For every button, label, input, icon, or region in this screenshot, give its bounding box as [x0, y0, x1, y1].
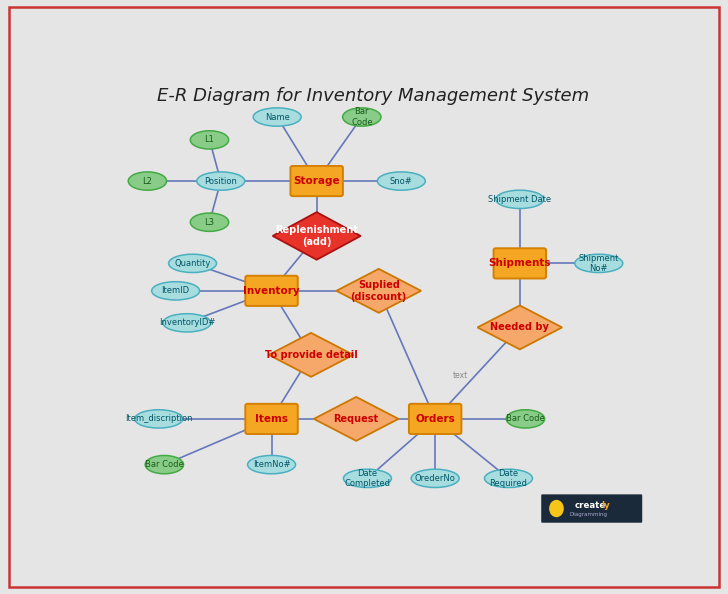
Ellipse shape — [151, 282, 199, 300]
Text: L1: L1 — [205, 135, 215, 144]
Text: Date
Completed: Date Completed — [344, 469, 390, 488]
Polygon shape — [273, 212, 360, 260]
Text: Needed by: Needed by — [491, 323, 549, 333]
Text: create: create — [575, 501, 606, 510]
FancyBboxPatch shape — [409, 404, 462, 434]
Text: Quantity: Quantity — [175, 259, 210, 268]
FancyBboxPatch shape — [245, 276, 298, 306]
Text: InventoryID#: InventoryID# — [159, 318, 215, 327]
Ellipse shape — [344, 469, 392, 488]
Text: To provide detail: To provide detail — [265, 350, 357, 360]
Ellipse shape — [197, 172, 245, 190]
Text: Suplied
(discount): Suplied (discount) — [351, 280, 407, 302]
Text: Replenishment
(add): Replenishment (add) — [275, 225, 358, 247]
FancyBboxPatch shape — [245, 404, 298, 434]
Text: Storage: Storage — [293, 176, 340, 186]
Text: Item_discription: Item_discription — [125, 415, 192, 424]
Polygon shape — [478, 305, 562, 349]
Text: Bar
Code: Bar Code — [351, 108, 373, 127]
Text: Items: Items — [255, 414, 288, 424]
Text: ItemNo#: ItemNo# — [253, 460, 290, 469]
Text: Bar Code: Bar Code — [506, 415, 545, 424]
Ellipse shape — [145, 456, 183, 474]
Text: Name: Name — [265, 112, 290, 122]
Ellipse shape — [575, 254, 622, 273]
Text: text: text — [453, 371, 468, 380]
Text: Request: Request — [333, 414, 379, 424]
Ellipse shape — [163, 314, 211, 332]
Polygon shape — [336, 269, 421, 313]
Ellipse shape — [496, 190, 544, 208]
Ellipse shape — [169, 254, 216, 273]
FancyBboxPatch shape — [541, 494, 642, 523]
Text: Bar Code: Bar Code — [145, 460, 183, 469]
Ellipse shape — [253, 108, 301, 126]
Text: ItemID: ItemID — [162, 286, 190, 295]
Polygon shape — [314, 397, 398, 441]
Ellipse shape — [190, 131, 229, 149]
Ellipse shape — [128, 172, 167, 190]
Text: Sno#: Sno# — [390, 176, 413, 185]
Text: E-R Diagram for Inventory Management System: E-R Diagram for Inventory Management Sys… — [157, 87, 589, 105]
Ellipse shape — [485, 469, 532, 488]
FancyBboxPatch shape — [494, 248, 546, 279]
Ellipse shape — [506, 410, 545, 428]
Ellipse shape — [377, 172, 425, 190]
Text: Diagramming: Diagramming — [569, 512, 608, 517]
Text: Shipments: Shipments — [488, 258, 551, 268]
Ellipse shape — [248, 456, 296, 474]
Text: Date
Required: Date Required — [489, 469, 528, 488]
Ellipse shape — [343, 108, 381, 126]
Text: ly: ly — [601, 501, 609, 510]
Text: Shipment Date: Shipment Date — [488, 195, 551, 204]
Ellipse shape — [190, 213, 229, 232]
Polygon shape — [269, 333, 353, 377]
Text: Shipment
No#: Shipment No# — [579, 254, 619, 273]
Ellipse shape — [411, 469, 459, 488]
Text: Position: Position — [205, 176, 237, 185]
Ellipse shape — [549, 500, 563, 517]
Text: L2: L2 — [143, 176, 152, 185]
Text: Orders: Orders — [415, 414, 455, 424]
Text: OrederNo: OrederNo — [415, 474, 456, 483]
FancyBboxPatch shape — [290, 166, 343, 196]
Text: Inventory: Inventory — [243, 286, 300, 296]
Text: L3: L3 — [205, 218, 215, 227]
Ellipse shape — [135, 410, 183, 428]
